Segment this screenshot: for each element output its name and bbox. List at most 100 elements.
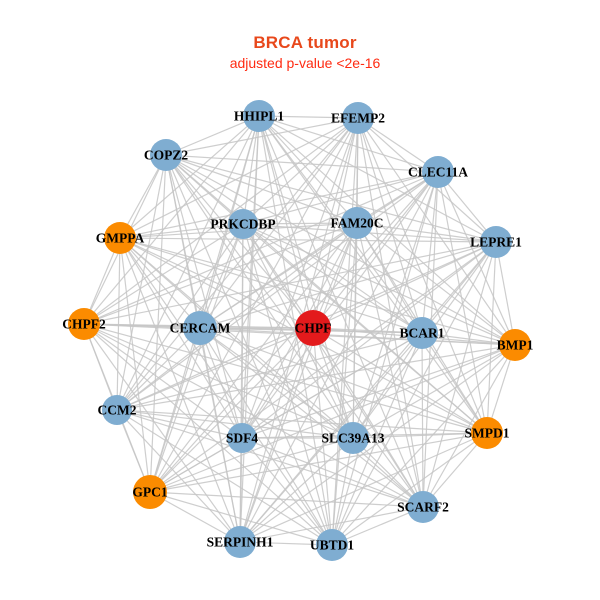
network-edge <box>165 115 260 156</box>
network-edge <box>83 323 333 546</box>
network-edge <box>239 171 439 543</box>
node-label-hhipl1: HHIPL1 <box>234 109 285 124</box>
network-edge <box>149 437 354 493</box>
network-edge <box>331 437 354 546</box>
network-edge <box>242 223 424 508</box>
network-edge <box>119 237 516 346</box>
node-label-fam20c: FAM20C <box>331 216 384 231</box>
network-edge <box>165 154 314 329</box>
network-edge <box>241 327 314 439</box>
network-edge <box>421 332 424 508</box>
network-edge <box>149 154 167 493</box>
network-edge <box>83 323 354 439</box>
network-edge <box>119 237 424 508</box>
network-edge <box>199 327 241 543</box>
network-edge <box>165 154 439 173</box>
network-edge <box>116 327 314 411</box>
network-edge <box>357 117 424 508</box>
node-label-gpc1: GPC1 <box>132 485 167 500</box>
node-slc39a13 <box>337 422 369 454</box>
node-label-chpf2: CHPF2 <box>62 317 106 332</box>
node-clec11a <box>422 156 454 188</box>
node-fam20c <box>341 207 373 239</box>
network-edge <box>356 222 497 243</box>
network-edge <box>116 223 244 411</box>
network-edge <box>331 344 516 546</box>
network-edge <box>239 432 488 543</box>
node-bmp1 <box>499 329 531 361</box>
network-edge <box>356 222 516 346</box>
network-edge <box>331 241 497 546</box>
node-label-sdf4: SDF4 <box>226 431 259 446</box>
network-edge <box>149 241 497 493</box>
node-label-efemp2: EFEMP2 <box>331 111 385 126</box>
network-edge <box>352 432 488 439</box>
node-label-clec11a: CLEC11A <box>408 165 468 180</box>
node-ccm2 <box>102 395 132 425</box>
network-edge <box>242 222 358 225</box>
network-edge <box>357 117 439 173</box>
network-edge <box>116 409 243 439</box>
network-edge <box>83 115 260 325</box>
network-edge <box>239 506 424 543</box>
network-edge <box>165 154 497 243</box>
node-label-smpd1: SMPD1 <box>465 426 510 441</box>
node-label-lepre1: LEPRE1 <box>470 235 522 250</box>
network-edge <box>242 115 260 225</box>
node-hhipl1 <box>243 100 275 132</box>
network-edge <box>239 437 243 543</box>
network-edge <box>119 237 333 546</box>
network-edge <box>258 115 497 243</box>
network-edge <box>149 437 243 493</box>
node-label-chpf: CHPF <box>295 321 332 336</box>
network-edge <box>242 223 333 546</box>
node-label-cercam: CERCAM <box>170 321 231 336</box>
node-bcar1 <box>406 317 438 349</box>
node-ubtd1 <box>316 529 348 561</box>
network-edge <box>149 327 314 493</box>
network-edge <box>258 115 424 508</box>
network-edge <box>116 409 488 434</box>
network-edge <box>119 237 423 334</box>
network-edge <box>199 327 488 434</box>
network-edge <box>357 117 516 346</box>
network-edge <box>242 223 516 346</box>
network-edge <box>241 241 497 439</box>
network-edge <box>241 171 439 439</box>
network-edge <box>331 506 424 546</box>
network-edge <box>242 117 359 225</box>
network-edge <box>149 432 488 493</box>
network-edge <box>165 154 333 546</box>
network-edge <box>241 117 359 439</box>
network-edge <box>119 237 243 439</box>
node-copz2 <box>150 139 182 171</box>
network-edge <box>422 432 488 508</box>
node-label-slc39a13: SLC39A13 <box>321 431 384 446</box>
network-edge <box>116 409 241 543</box>
network-edge <box>149 491 424 508</box>
network-edge <box>312 327 424 508</box>
network-edge <box>421 332 488 434</box>
network-edge <box>149 223 244 493</box>
node-sdf4 <box>227 423 257 453</box>
node-prkcdbp <box>228 209 258 239</box>
network-edge <box>149 344 516 493</box>
node-gpc1 <box>133 475 167 509</box>
network-edge <box>116 222 358 411</box>
network-edge <box>116 332 423 411</box>
network-edge <box>352 344 516 439</box>
network-edge <box>242 171 439 225</box>
node-chpf <box>295 310 331 346</box>
network-edge <box>116 237 121 411</box>
network-edge <box>421 171 439 334</box>
node-label-ubtd1: UBTD1 <box>310 538 355 553</box>
network-edge <box>165 154 423 334</box>
network-edge <box>312 241 497 329</box>
network-edge <box>119 237 497 243</box>
figure-subtitle: adjusted p-value <2e-16 <box>229 55 381 71</box>
network-edge <box>116 327 201 411</box>
node-label-copz2: COPZ2 <box>144 148 189 163</box>
network-edge <box>312 327 423 334</box>
network-edge <box>199 327 516 346</box>
network-edge <box>199 117 359 329</box>
